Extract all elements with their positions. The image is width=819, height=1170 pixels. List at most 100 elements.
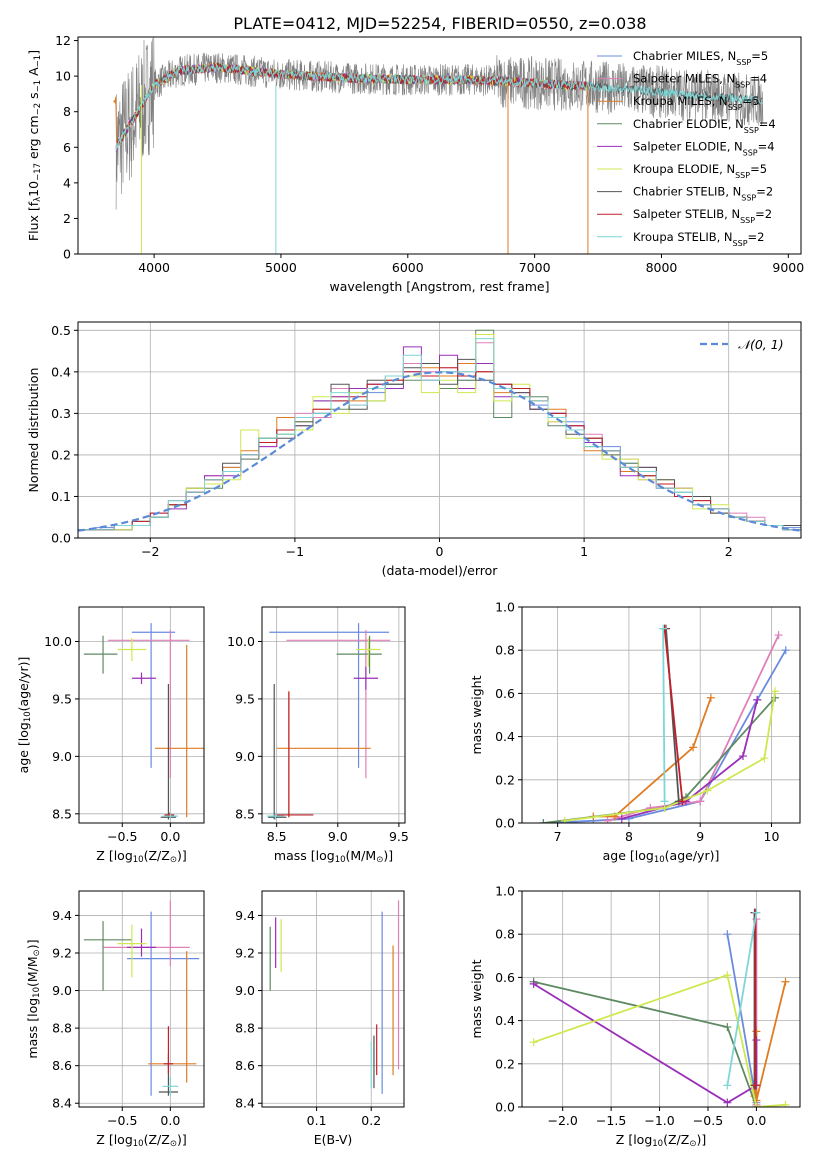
y-axis-label-part: −17 — [33, 163, 43, 181]
panel-weight_vs_z: −2.0 −1.5 −1.0 −0.5 0.0 0.0 0.2 0.4 0.6 0.8 1.0 Z [… — [469, 884, 801, 1149]
weight-series — [560, 687, 780, 823]
x-axis-label-part: Z [log — [96, 848, 132, 863]
y-tick-label: 0.4 — [495, 1013, 515, 1028]
legend-series-name: Kroupa STELIB — [633, 230, 717, 244]
y-axis-label: mass weight — [469, 675, 484, 754]
y-tick-label: 2 — [63, 211, 71, 226]
errorbar-marker — [276, 690, 371, 818]
panel-mass_vs_z: −0.5 0.08.48.68.89.09.29.4Z [log10(Z/Z⊙)]… — [25, 890, 205, 1149]
legend-nssp-subscript: SSP — [733, 238, 748, 247]
y-axis-label-part: erg cm — [26, 115, 41, 163]
legend-series-name: Salpeter ELODIE — [633, 139, 727, 153]
plot-area — [83, 623, 204, 820]
y-tick-label: 0 — [63, 247, 71, 262]
legend-nssp-value: 2 — [757, 230, 764, 244]
legend-nssp-eq: = — [756, 185, 766, 199]
y-axis-label-part: 10 — [26, 181, 41, 197]
weight-point — [703, 786, 712, 795]
weight-point — [781, 977, 790, 986]
panel-mass_vs_ebv: 0.1 0.2 8.4 8.6 8.8 9.0 9.2 9.4 E(B-V) — [235, 890, 405, 1147]
panel-age_vs_mass: 8.5 9.0 9.5 8.5 9.0 9.5 10.0 mass [log10(M/M⊙)] — [227, 606, 409, 865]
weight-line — [753, 981, 787, 1101]
y-tick-label: 9.0 — [52, 983, 72, 998]
weight-line — [663, 628, 684, 802]
y-tick-label: 9.2 — [235, 945, 255, 960]
y-tick-label: 1.0 — [495, 884, 515, 899]
x-tick-label: −2 — [141, 544, 159, 559]
x-tick-label: 0.0 — [160, 1113, 180, 1128]
y-axis-label-part: (M/M — [25, 956, 40, 987]
y-axis-label-part: A — [26, 67, 41, 80]
x-tick-label: 2 — [725, 544, 733, 559]
errorbar-marker — [103, 900, 190, 967]
errorbar-marker — [356, 638, 381, 667]
errorbar-marker — [353, 666, 379, 690]
x-tick-label: −1.5 — [596, 1113, 626, 1128]
x-tick-label: 1 — [580, 544, 588, 559]
x-tick-label: −1 — [286, 544, 304, 559]
x-axis-label: (data-model)/error — [382, 563, 499, 578]
y-tick-label: 9.4 — [52, 908, 72, 923]
legend-nssp-subscript: SSP — [728, 103, 743, 112]
errorbar-marker — [154, 644, 204, 818]
legend-nssp-subscript: SSP — [743, 148, 758, 157]
x-axis-label-part: 10 — [652, 1139, 663, 1149]
y-tick-label: 9.4 — [235, 908, 255, 923]
x-axis-label-part: (Z/Z — [144, 1132, 170, 1147]
errorbar-marker — [266, 812, 284, 820]
x-tick-label: 9 — [696, 829, 704, 844]
weight-point — [752, 1103, 761, 1107]
x-tick-label: 0.2 — [361, 1113, 381, 1128]
y-tick-label: 4 — [63, 175, 71, 190]
weight-point — [706, 693, 715, 702]
weight-point — [678, 797, 687, 806]
weight-point — [723, 930, 732, 939]
weight-point — [539, 819, 548, 823]
y-tick-label: 0.0 — [51, 531, 71, 546]
weight-point — [529, 1038, 538, 1047]
legend-nssp-value: 5 — [761, 49, 768, 63]
legend-nssp-value: 5 — [752, 94, 759, 108]
x-axis-label-part: Z [log — [96, 1132, 132, 1147]
weight-point — [617, 814, 626, 823]
y-tick-label: 0.1 — [51, 489, 71, 504]
y-tick-label: 8 — [63, 104, 71, 119]
plot-area — [266, 623, 391, 820]
weight-point — [781, 1100, 790, 1107]
errorbar-marker — [286, 629, 391, 779]
weight-point — [659, 624, 668, 633]
x-tick-label: 9000 — [772, 260, 804, 275]
legend-series-name: Chabrier MILES — [633, 49, 720, 63]
legend-nssp-subscript: SSP — [735, 80, 750, 89]
errorbar-marker — [162, 1076, 179, 1096]
y-tick-label: 9.2 — [52, 945, 72, 960]
x-axis-label: Z [log10(Z/Z⊙)] — [616, 1132, 706, 1149]
axes-frame — [77, 36, 802, 255]
weight-point — [723, 1023, 732, 1032]
y-tick-label: 0.2 — [495, 1056, 515, 1071]
y-axis-label-part: ] — [26, 50, 41, 55]
x-axis-label-part: 10 — [133, 1139, 144, 1149]
x-axis-label-part: (M/M — [346, 848, 377, 863]
weight-line — [593, 697, 712, 818]
y-tick-label: 10.0 — [44, 634, 72, 649]
legend-nssp-value: 2 — [766, 185, 773, 199]
legend-label: Kroupa STELIB, NSSP=2 — [633, 230, 765, 248]
weight-line — [607, 634, 780, 822]
x-axis-label-part: mass [log — [274, 848, 335, 863]
x-axis-label: mass [log10(M/M⊙)] — [274, 848, 393, 865]
y-axis-label-part: −2 — [33, 103, 43, 116]
weight-point — [771, 687, 780, 696]
x-axis-label: wavelength [Angstrom, rest frame] — [329, 279, 549, 294]
y-tick-label: 0.5 — [51, 323, 71, 338]
x-tick-label: 8.5 — [267, 829, 287, 844]
x-tick-label: 5000 — [265, 260, 297, 275]
weight-series — [529, 971, 790, 1107]
y-tick-label: 1.0 — [495, 600, 515, 615]
y-tick-label: 9.5 — [235, 691, 255, 706]
x-tick-label: 8 — [625, 829, 633, 844]
legend-series-name: Chabrier STELIB — [633, 185, 725, 199]
y-tick-label: 0.4 — [51, 364, 71, 379]
legend-nssp-eq: = — [750, 162, 760, 176]
